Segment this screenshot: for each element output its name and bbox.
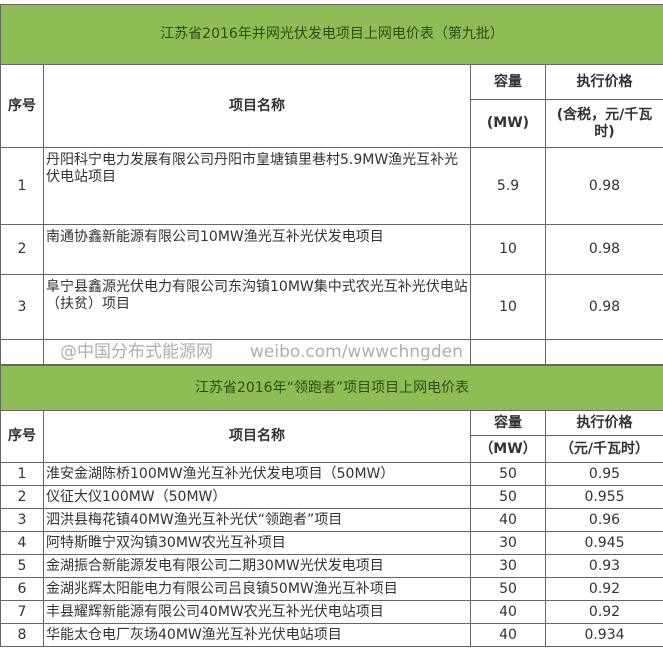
table-row: 2 仪征大仪100MW（50MW） 50 0.955 (0, 485, 663, 509)
cell-capacity: 50 (470, 485, 546, 509)
cell-no: 8 (0, 623, 44, 647)
cell-price: 0.955 (544, 485, 663, 509)
table-row: 3 阜宁县鑫源光伏电力有限公司东沟镇10MW集中式农光互补光伏电站（扶贫）项目 10… (0, 274, 663, 340)
header-price: 执行价格 (544, 64, 663, 100)
table-leader: 江苏省2016年“领跑者”项目项目上网电价表 序号 项目名称 容量 执行价格 （MW）… (0, 365, 663, 647)
cell-no: 1 (0, 147, 44, 225)
table-row: 4 阿特斯睢宁双沟镇30MW农光互补项目 30 0.945 (0, 531, 663, 555)
cell-no: 3 (0, 274, 44, 340)
table-row: 5 金湖振合新能源发电有限公司二期30MW光伏发电项目 30 0.93 (0, 554, 663, 578)
cell-capacity: 10 (470, 274, 546, 340)
header-price: 执行价格 (544, 410, 663, 436)
cell-name: 淮安金湖陈桥100MW渔光互补光伏发电项目（50MW） (43, 462, 471, 486)
table-title: 江苏省2016年并网光伏发电项目上网电价表（第九批） (0, 4, 663, 65)
header-price-unit: (含税，元/千瓦时) (544, 99, 663, 148)
cell-capacity: 40 (470, 508, 546, 532)
cell-name: 阿特斯睢宁双沟镇30MW农光互补项目 (43, 531, 471, 555)
header-no: 序号 (0, 64, 44, 148)
empty-row (0, 339, 663, 365)
cell-capacity: 30 (470, 531, 546, 555)
table-row: 2 南通协鑫新能源有限公司10MW渔光互补光伏发电项目 10 0.98 (0, 224, 663, 275)
cell-no: 1 (0, 462, 44, 486)
table-ninth-batch: 江苏省2016年并网光伏发电项目上网电价表（第九批） 序号 项目名称 容量 执行价格 … (0, 4, 663, 365)
cell-no: 2 (0, 224, 44, 275)
header-capacity-unit: （MW） (470, 435, 546, 463)
cell-name: 仪征大仪100MW（50MW） (43, 485, 471, 509)
table-row: 1 淮安金湖陈桥100MW渔光互补光伏发电项目（50MW） 50 0.95 (0, 462, 663, 486)
cell-name: 阜宁县鑫源光伏电力有限公司东沟镇10MW集中式农光互补光伏电站（扶贫）项目 (43, 274, 471, 340)
watermark-text: @中国分布式能源网 (60, 342, 213, 362)
cell-name: 华能太仓电厂灰场40MW渔光互补光伏电站项目 (43, 623, 471, 647)
table-row: 1 丹阳科宁电力发展有限公司丹阳市皇塘镇里巷村5.9MW渔光互补光伏电站项目 5.9… (0, 147, 663, 225)
cell-price: 0.96 (544, 508, 663, 532)
table-row: 8 华能太仓电厂灰场40MW渔光互补光伏电站项目 40 0.934 (0, 623, 663, 647)
table-title: 江苏省2016年“领跑者”项目项目上网电价表 (0, 365, 663, 411)
cell-no: 5 (0, 554, 44, 578)
table-row: 6 金湖兆辉太阳能电力有限公司吕良镇50MW渔光互补项目 50 0.92 (0, 577, 663, 601)
cell-capacity: 50 (470, 462, 546, 486)
cell-no: 2 (0, 485, 44, 509)
cell-capacity: 40 (470, 600, 546, 624)
header-capacity-unit: (MW) (470, 99, 546, 148)
cell-name: 泗洪县梅花镇40MW渔光互补光伏“领跑者”项目 (43, 508, 471, 532)
header-no: 序号 (0, 410, 44, 463)
cell-name: 金湖兆辉太阳能电力有限公司吕良镇50MW渔光互补项目 (43, 577, 471, 601)
cell-capacity: 50 (470, 577, 546, 601)
cell-no: 4 (0, 531, 44, 555)
header-capacity: 容量 (470, 410, 546, 436)
cell-capacity: 40 (470, 623, 546, 647)
header-capacity: 容量 (470, 64, 546, 100)
cell-no: 7 (0, 600, 44, 624)
header-price-unit: （元/千瓦时） (544, 435, 663, 463)
cell-price: 0.945 (544, 531, 663, 555)
cell-price: 0.93 (544, 554, 663, 578)
cell-no: 6 (0, 577, 44, 601)
header-name: 项目名称 (43, 64, 471, 148)
cell-price: 0.934 (544, 623, 663, 647)
cell-price: 0.95 (544, 462, 663, 486)
table-row: 7 丰县耀辉新能源有限公司40MW农光互补光伏电站项目 40 0.92 (0, 600, 663, 624)
cell-name: 金湖振合新能源发电有限公司二期30MW光伏发电项目 (43, 554, 471, 578)
cell-price: 0.98 (544, 224, 663, 275)
cell-price: 0.92 (544, 600, 663, 624)
cell-price: 0.98 (544, 274, 663, 340)
cell-price: 0.92 (544, 577, 663, 601)
cell-capacity: 30 (470, 554, 546, 578)
header-name: 项目名称 (43, 410, 471, 463)
cell-capacity: 5.9 (470, 147, 546, 225)
cell-price: 0.98 (544, 147, 663, 225)
table-row: 3 泗洪县梅花镇40MW渔光互补光伏“领跑者”项目 40 0.96 (0, 508, 663, 532)
cell-name: 丰县耀辉新能源有限公司40MW农光互补光伏电站项目 (43, 600, 471, 624)
cell-name: 南通协鑫新能源有限公司10MW渔光互补光伏发电项目 (43, 224, 471, 275)
cell-capacity: 10 (470, 224, 546, 275)
watermark-url: weibo.com/wwwchngden (250, 342, 463, 362)
cell-name: 丹阳科宁电力发展有限公司丹阳市皇塘镇里巷村5.9MW渔光互补光伏电站项目 (43, 147, 471, 225)
cell-no: 3 (0, 508, 44, 532)
